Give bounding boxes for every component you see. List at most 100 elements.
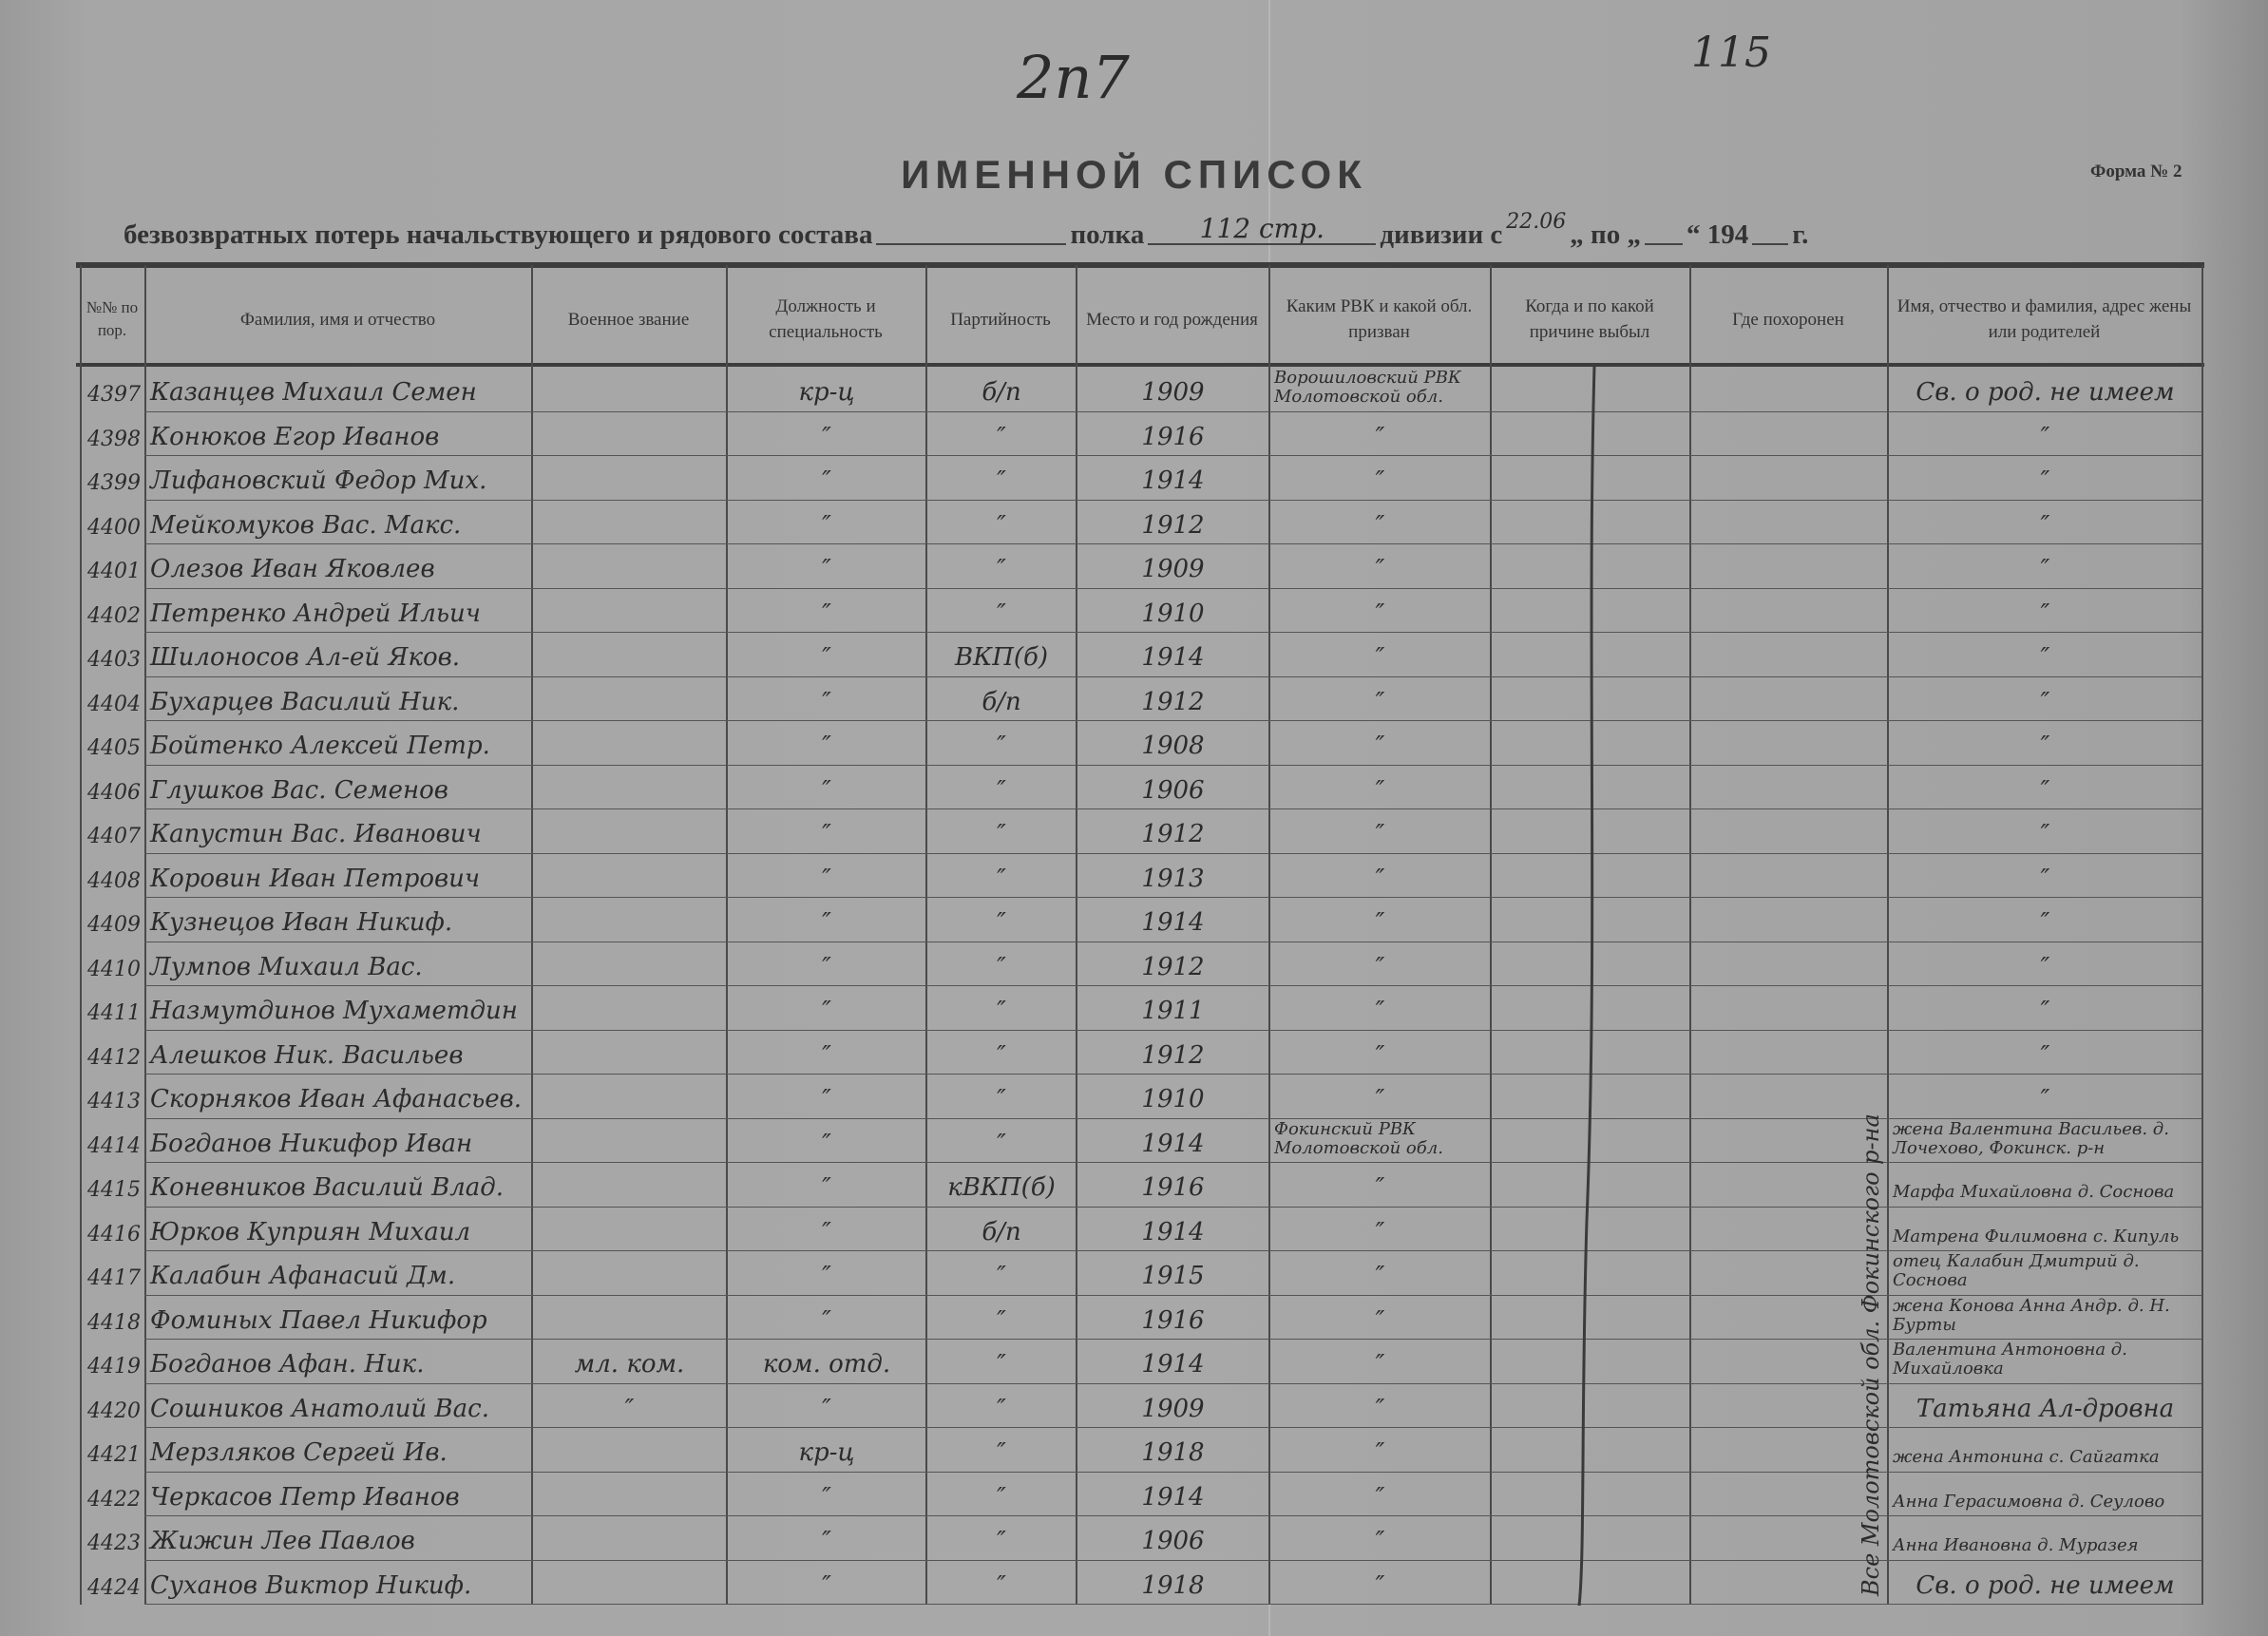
cell-party: ″ <box>997 952 1006 981</box>
column-header: Должность и специальность <box>769 296 883 342</box>
cell-party: кВКП(б) <box>947 1173 1056 1202</box>
cell-party: ″ <box>997 1129 1006 1158</box>
cell-name: Сошников Анатолий Вас. <box>150 1394 489 1423</box>
cell-party: ″ <box>997 510 1006 540</box>
cell-position: ″ <box>822 1217 831 1246</box>
cell-name: Олезов Иван Яковлев <box>150 555 435 583</box>
cell-position: ″ <box>822 1570 831 1600</box>
cell-position: ″ <box>822 1262 831 1290</box>
cell-rvk: ″ <box>1375 1217 1385 1246</box>
date-from-value: 22.06 <box>1506 210 1567 234</box>
cell-name: Капустин Вас. Иванович <box>150 820 482 848</box>
cell-position: ″ <box>822 1527 831 1555</box>
cell-birth: 1914 <box>1141 466 1205 495</box>
cell-party: ″ <box>997 732 1006 760</box>
cell-num: 4417 <box>87 1266 141 1290</box>
cell-rvk: ″ <box>1375 422 1385 451</box>
row-divider <box>144 1162 2201 1163</box>
cell-birth: 1912 <box>1141 510 1205 540</box>
cell-name: Петренко Андрей Ильич <box>150 599 481 628</box>
cell-position: ″ <box>822 466 831 495</box>
cell-position: ″ <box>822 732 831 760</box>
cell-position: ″ <box>822 555 831 583</box>
cell-party: ″ <box>997 1527 1006 1555</box>
row-divider <box>144 1427 2201 1428</box>
cell-relatives: ″ <box>2040 952 2050 981</box>
cell-num: 4398 <box>87 427 141 451</box>
cell-name: Алешков Ник. Васильев <box>150 1040 464 1070</box>
row-divider <box>144 1559 2201 1561</box>
division-blank: 112 стр. <box>1148 209 1377 245</box>
cell-position: ″ <box>822 422 831 451</box>
row-divider <box>144 675 2201 677</box>
cell-num: 4410 <box>87 957 141 981</box>
cell-rvk: ″ <box>1375 864 1385 893</box>
cell-birth: 1912 <box>1141 687 1205 716</box>
cell-party: ″ <box>997 1305 1006 1335</box>
cell-name: Суханов Виктор Никиф. <box>150 1570 472 1600</box>
cell-relatives: ″ <box>2040 466 2050 495</box>
cell-position: ″ <box>822 1129 831 1158</box>
cell-relatives: Анна Ивановна д. Муразея <box>1893 1535 2139 1555</box>
cell-num: 4424 <box>87 1575 141 1600</box>
cell-name: Калабин Афанасий Дм. <box>150 1262 456 1290</box>
cell-party: ″ <box>997 775 1006 805</box>
cell-rvk: ″ <box>1375 510 1385 540</box>
cell-party: ВКП(б) <box>954 643 1049 672</box>
cell-rvk: ″ <box>1375 1570 1385 1600</box>
cell-position: ″ <box>822 775 831 805</box>
cell-position: ″ <box>822 820 831 848</box>
row-divider <box>144 1117 2201 1119</box>
cell-num: 4405 <box>87 736 141 760</box>
column-header: Имя, отчество и фамилия, адрес жены или … <box>1896 296 2192 342</box>
cell-num: 4406 <box>87 780 141 805</box>
subtitle-line: безвозвратных потерь начальствующего и р… <box>124 209 1808 251</box>
cell-relatives: ″ <box>2040 775 2050 805</box>
row-divider <box>144 720 2201 721</box>
cell-party: ″ <box>997 864 1006 893</box>
cell-name: Кузнецов Иван Никиф. <box>150 908 453 937</box>
cell-position: ″ <box>822 687 831 716</box>
cell-num: 4416 <box>87 1222 141 1246</box>
withdrawal-stroke <box>1577 366 1596 1607</box>
cell-name: Жижин Лев Павлов <box>150 1527 415 1555</box>
column-header: Где похоронен <box>1732 309 1844 330</box>
row-divider <box>144 587 2201 589</box>
division-value: 112 стр. <box>1199 213 1325 244</box>
cell-position: ″ <box>822 643 831 672</box>
cell-rvk: ″ <box>1375 1482 1385 1512</box>
cell-name: Лумпов Михаил Вас. <box>150 952 423 981</box>
cell-name: Богданов Афан. Ник. <box>150 1350 425 1379</box>
column-header: Каким РВК и какой обл. призван <box>1286 296 1473 342</box>
cell-birth: 1916 <box>1141 1305 1205 1335</box>
cell-birth: 1910 <box>1141 599 1205 628</box>
column-divider <box>925 265 927 1605</box>
cell-num: 4423 <box>87 1531 141 1555</box>
cell-relatives: ″ <box>2040 687 2050 716</box>
cell-party: ″ <box>997 908 1006 937</box>
row-divider <box>144 1029 2201 1031</box>
cell-name: Назмутдинов Мухаметдин <box>150 997 518 1025</box>
cell-party: ″ <box>997 422 1006 451</box>
cell-position: ″ <box>822 1305 831 1335</box>
row-divider <box>144 852 2201 854</box>
cell-position: ″ <box>822 1040 831 1070</box>
row-divider <box>144 1471 2201 1473</box>
cell-relatives: ″ <box>2040 864 2050 893</box>
cell-birth: 1916 <box>1141 422 1205 451</box>
cell-num: 4421 <box>87 1443 141 1467</box>
cell-name: Коровин Иван Петрович <box>150 864 481 893</box>
cell-name: Коневников Василий Влад. <box>150 1173 504 1202</box>
row-divider <box>144 1604 2201 1605</box>
archive-page-number: 115 <box>1691 29 1771 77</box>
cell-party: ″ <box>997 820 1006 848</box>
cell-relatives: ″ <box>2040 510 2050 540</box>
cell-name: Шилоносов Ал-ей Яков. <box>150 643 461 672</box>
row-divider <box>144 410 2201 412</box>
cell-relatives: Св. о род. не имеем <box>1915 1570 2175 1600</box>
cell-party: ″ <box>997 1570 1006 1600</box>
column-header: №№ по пор. <box>86 298 139 339</box>
cell-position: ″ <box>822 1482 831 1512</box>
cell-party: ″ <box>997 1350 1006 1379</box>
cell-name: Юрков Куприян Михаил <box>150 1217 471 1246</box>
